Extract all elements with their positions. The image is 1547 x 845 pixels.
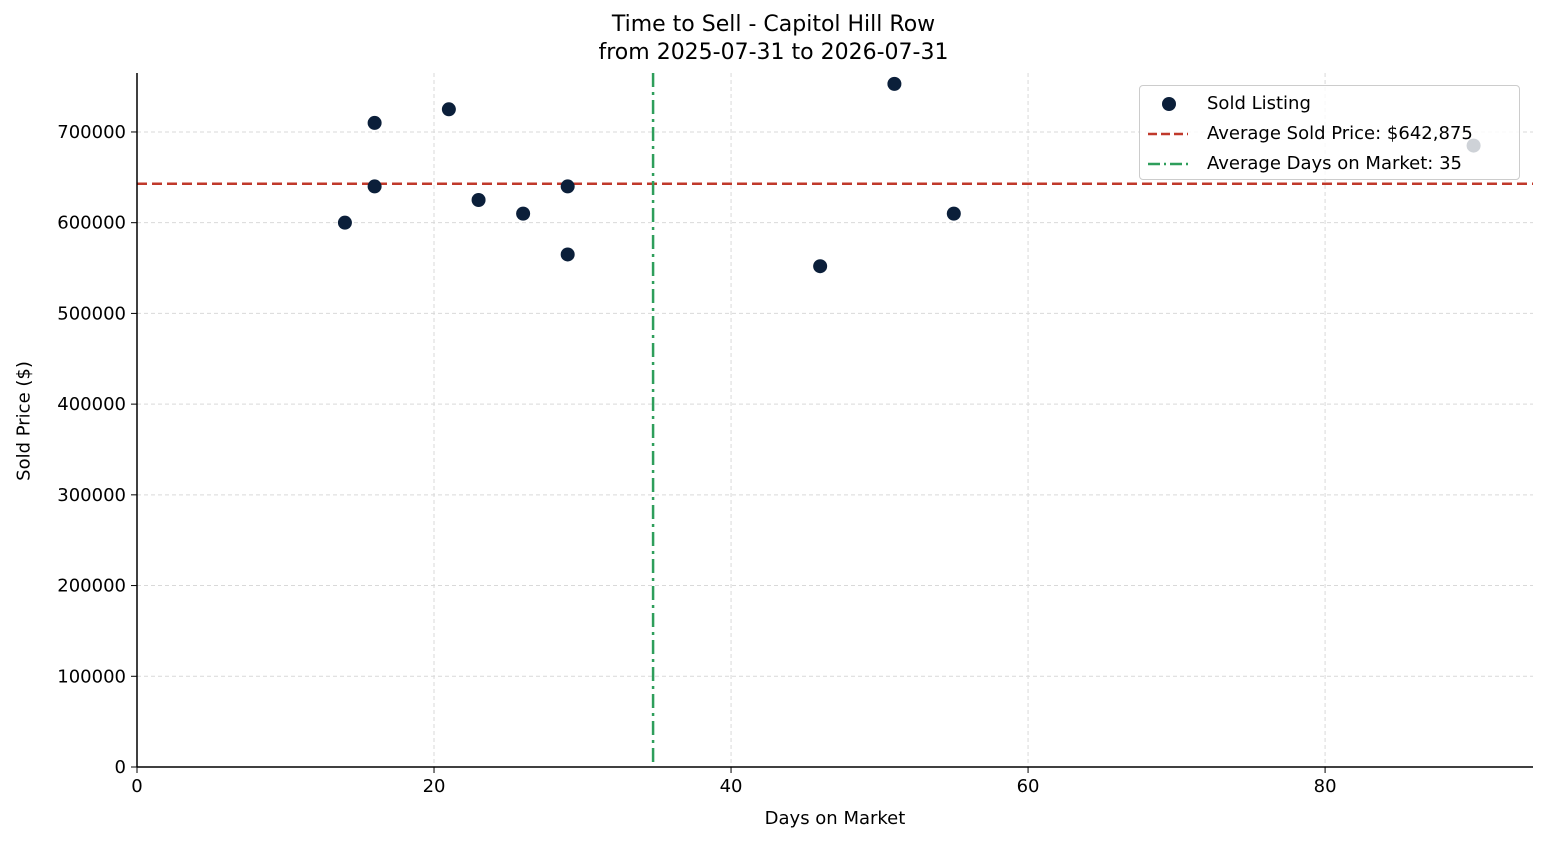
y-ticks: 0 100000 200000 300000 400000 500000 600000 700…	[57, 122, 137, 778]
y-tick-label: 200000	[57, 576, 126, 597]
data-point	[560, 179, 575, 194]
x-tick-label: 40	[720, 776, 743, 797]
y-tick-label: 0	[115, 757, 126, 778]
data-point	[471, 193, 486, 208]
legend-item-sold-listing: Sold Listing	[1140, 89, 1519, 119]
y-axis-label: Sold Price ($)	[13, 361, 35, 481]
data-point	[367, 115, 382, 130]
x-tick-label: 0	[131, 776, 142, 797]
y-tick-label: 700000	[57, 122, 126, 143]
data-point	[441, 102, 456, 117]
data-point	[516, 206, 531, 221]
y-tick-label: 500000	[57, 303, 126, 324]
x-axis-label: Days on Market	[764, 808, 906, 829]
y-tick-label: 100000	[57, 666, 126, 687]
legend-marker-dashed-line	[1148, 132, 1188, 136]
data-point	[946, 206, 961, 221]
data-point	[560, 247, 575, 262]
data-point	[367, 179, 382, 194]
grid	[137, 73, 1533, 767]
x-tick-label: 20	[423, 776, 446, 797]
x-tick-label: 60	[1017, 776, 1040, 797]
y-tick-label: 600000	[57, 213, 126, 234]
data-point	[337, 215, 352, 230]
y-tick-label: 400000	[57, 394, 126, 415]
y-tick-label: 300000	[57, 485, 126, 506]
chart-title: Time to Sell - Capitol Hill Row	[611, 12, 936, 37]
legend-marker-dashdot-line	[1148, 162, 1188, 166]
data-point	[813, 259, 828, 274]
legend-item-average-days: Average Days on Market: 35	[1140, 149, 1519, 179]
legend-item-average-price: Average Sold Price: $642,875	[1140, 119, 1519, 149]
legend-label: Average Days on Market: 35	[1207, 153, 1462, 174]
legend-label: Sold Listing	[1207, 93, 1311, 114]
chart-subtitle: from 2025-07-31 to 2026-07-31	[598, 40, 949, 65]
data-point	[887, 76, 902, 91]
legend-marker-dot	[1162, 97, 1176, 111]
x-tick-label: 80	[1314, 776, 1337, 797]
legend-label: Average Sold Price: $642,875	[1207, 123, 1473, 144]
legend: Sold Listing Average Sold Price: $642,87…	[1139, 85, 1520, 180]
axes	[136, 73, 1533, 768]
x-ticks: 0 20 40 60 80	[131, 767, 1337, 797]
